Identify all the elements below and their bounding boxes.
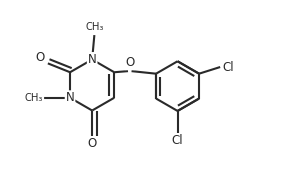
- Text: CH₃: CH₃: [25, 93, 43, 103]
- Text: O: O: [88, 137, 97, 150]
- Text: Cl: Cl: [172, 134, 183, 147]
- Text: O: O: [35, 51, 45, 64]
- Text: N: N: [66, 91, 74, 104]
- Text: CH₃: CH₃: [85, 22, 103, 32]
- Text: O: O: [125, 56, 134, 69]
- Text: Cl: Cl: [223, 61, 234, 74]
- Text: N: N: [88, 53, 96, 66]
